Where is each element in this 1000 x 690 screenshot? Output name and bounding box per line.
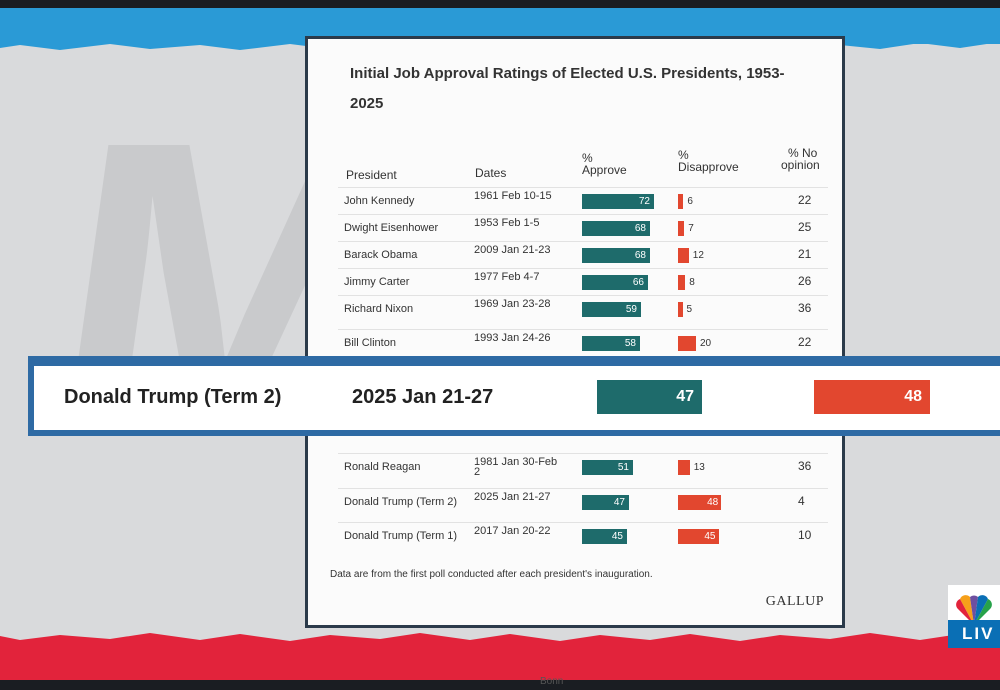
table-row: Barack Obama 2009 Jan 21-23 68 12 21 [338, 241, 828, 269]
col-header-noop: opinion [781, 158, 820, 172]
col-header-approve-pct: % [582, 151, 593, 165]
no-opinion-value: 36 [798, 301, 812, 315]
approve-bar: 68 [582, 248, 650, 263]
row-dates: 1961 Feb 10-15 [474, 190, 552, 202]
disapprove-bar [678, 275, 686, 290]
disapprove-label: 20 [700, 338, 712, 349]
row-president: Jimmy Carter [344, 276, 410, 288]
disapprove-label: 8 [689, 277, 695, 288]
disapprove-bar: 45 [678, 529, 719, 544]
row-dates: 2009 Jan 21-23 [474, 244, 551, 256]
row-president: Dwight Eisenhower [344, 222, 439, 234]
col-header-president: President [346, 168, 397, 182]
disapprove-label: 6 [687, 196, 693, 207]
disapprove-label: 5 [686, 304, 693, 315]
table-row: Richard Nixon 1969 Jan 23-28 59 5 36 [338, 295, 828, 323]
highlight-disapprove-bar: 48 [814, 380, 930, 414]
approve-bar: 58 [582, 336, 640, 351]
table-row: Ronald Reagan 1981 Jan 30-Feb 2 51 13 36 [338, 453, 828, 481]
disapprove-bar [678, 460, 690, 475]
row-president: Bill Clinton [344, 337, 396, 349]
highlight-approve-bar: 47 [597, 380, 702, 414]
chart-title: Initial Job Approval Ratings of Elected … [350, 65, 785, 112]
disapprove-bar [678, 248, 689, 263]
disapprove-bar: 48 [678, 495, 722, 510]
row-president: John Kennedy [344, 195, 415, 207]
highlight-president: Donald Trump (Term 2) [64, 386, 282, 408]
table-row: Jimmy Carter 1977 Feb 4-7 66 8 26 [338, 268, 828, 296]
row-dates: 2017 Jan 20-22 [474, 525, 551, 537]
gallup-logo: GALLUP [765, 594, 824, 609]
no-opinion-value: 26 [798, 274, 812, 288]
row-dates: 1981 Jan 30-Feb 2 [474, 456, 558, 478]
no-opinion-value: 36 [798, 459, 812, 473]
col-header-noop-pct: % No [788, 146, 818, 160]
approve-bar: 51 [582, 460, 633, 475]
highlight-dates: 2025 Jan 21-27 [352, 386, 494, 408]
row-president: Donald Trump (Term 1) [344, 530, 458, 542]
row-dates: 1977 Feb 4-7 [474, 271, 540, 283]
no-opinion-value: 4 [798, 494, 805, 508]
table-row: Bill Clinton 1993 Jan 24-26 58 20 22 [338, 329, 828, 357]
row-dates: 1953 Feb 1-5 [474, 217, 540, 229]
disapprove-bar [678, 336, 696, 351]
table-row: Donald Trump (Term 1) 2017 Jan 20-22 45 45 1… [338, 522, 828, 550]
row-president: Ronald Reagan [344, 461, 421, 473]
row-dates: 2025 Jan 21-27 [474, 491, 551, 503]
col-header-approve: Approve [582, 163, 627, 177]
col-header-disapprove-pct: % [678, 148, 689, 162]
row-president: Donald Trump (Term 2) [344, 496, 458, 508]
no-opinion-value: 25 [798, 220, 812, 234]
row-president: Richard Nixon [344, 303, 414, 315]
bottom-caption: Bonn [540, 676, 564, 687]
disapprove-label: 7 [688, 223, 694, 234]
no-opinion-value: 22 [798, 193, 812, 207]
footnote: Data are from the first poll conducted a… [330, 569, 653, 580]
table-row: Donald Trump (Term 2) 2025 Jan 21-27 47 48 4 [338, 488, 828, 516]
col-header-disapprove: Disapprove [678, 160, 739, 174]
row-dates: 1993 Jan 24-26 [474, 332, 551, 344]
col-header-dates: Dates [475, 166, 507, 180]
bottom-color-band [0, 644, 1000, 680]
approve-bar: 47 [582, 495, 629, 510]
highlight-banner-body: Donald Trump (Term 2) 2025 Jan 21-27 47 … [34, 366, 1000, 430]
approve-bar: 45 [582, 529, 627, 544]
live-badge: LIV [948, 620, 1000, 648]
approve-bar: 68 [582, 221, 650, 236]
gallup-table-card: Initial Job Approval Ratings of Elected … [305, 36, 845, 628]
disapprove-label: 12 [692, 250, 704, 261]
highlight-banner: Donald Trump (Term 2) 2025 Jan 21-27 47 … [28, 356, 1000, 436]
disapprove-label: 13 [693, 462, 705, 473]
no-opinion-value: 22 [798, 335, 812, 349]
table-row: John Kennedy 1961 Feb 10-15 72 6 22 [338, 187, 828, 215]
no-opinion-value: 10 [798, 528, 812, 542]
no-opinion-value: 21 [798, 247, 812, 261]
approve-bar: 72 [582, 194, 654, 209]
disapprove-bar [678, 302, 683, 317]
disapprove-bar [678, 221, 685, 236]
row-president: Barack Obama [344, 249, 418, 261]
disapprove-bar [678, 194, 684, 209]
row-dates: 1969 Jan 23-28 [474, 298, 551, 310]
tv-screen: MP Initial Job Approval Ratings of Elect… [0, 8, 1000, 680]
approve-bar: 66 [582, 275, 648, 290]
table-row: Dwight Eisenhower 1953 Feb 1-5 68 7 25 [338, 214, 828, 242]
approve-bar: 59 [582, 302, 641, 317]
